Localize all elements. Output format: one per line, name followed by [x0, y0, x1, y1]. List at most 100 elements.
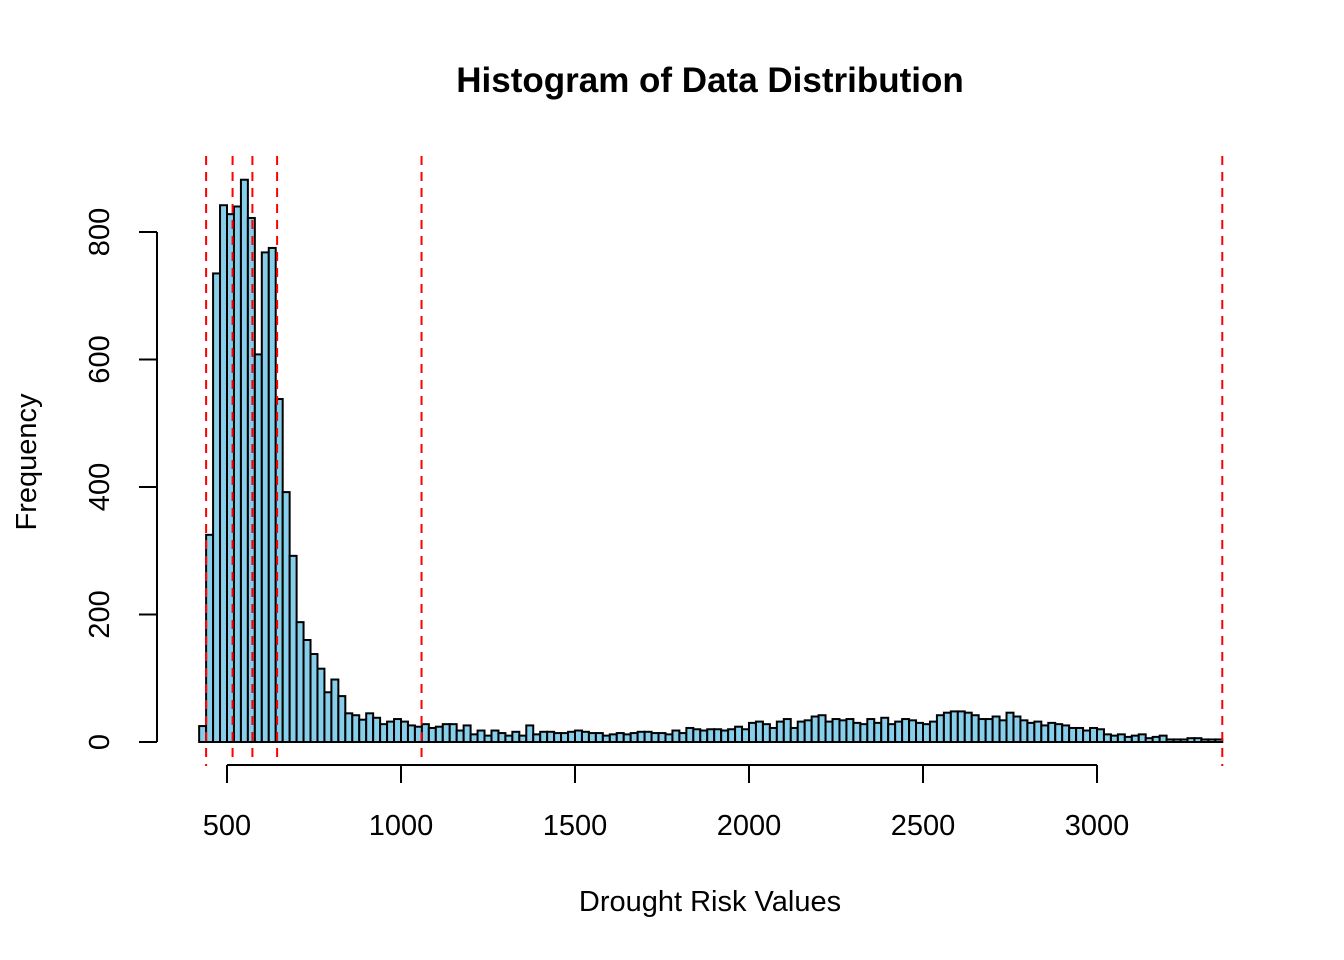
histogram-bar: [817, 714, 827, 743]
x-tick-label: 1000: [369, 810, 434, 842]
histogram-bar: [748, 721, 757, 743]
histogram-bar: [483, 734, 493, 743]
histogram-bar: [246, 216, 256, 744]
histogram-bar: [1200, 738, 1210, 744]
histogram-bar: [295, 621, 305, 744]
histogram-bar: [824, 720, 834, 743]
histogram-bar: [977, 718, 987, 743]
histogram-bar: [1026, 721, 1036, 743]
histogram-bar: [553, 732, 563, 744]
histogram-bar: [678, 732, 688, 744]
x-axis: 500 1000 1500 2000 2500 3000: [203, 764, 1129, 842]
histogram-bar: [671, 729, 681, 744]
histogram-bar: [1186, 737, 1196, 743]
histogram-bar: [587, 732, 597, 744]
histogram-bar: [567, 730, 576, 743]
histogram-bar: [894, 720, 904, 743]
histogram-bar: [1137, 733, 1147, 743]
histogram-bar: [657, 732, 667, 744]
histogram-bar: [845, 718, 855, 743]
histogram-bar: [1144, 737, 1154, 743]
histogram-bar: [351, 714, 361, 743]
histogram-bar: [601, 734, 611, 743]
histogram-bar: [685, 726, 695, 743]
histogram-bar: [302, 639, 312, 743]
histogram-bar: [782, 718, 792, 743]
histogram-bar: [462, 724, 472, 743]
histogram-bar: [720, 729, 730, 744]
histogram-bar: [998, 719, 1008, 744]
histogram-bar: [198, 725, 208, 743]
histogram-bar: [358, 718, 368, 743]
histogram-bar: [852, 721, 862, 743]
histogram-bar: [1165, 738, 1175, 744]
histogram-bar: [497, 732, 507, 744]
histogram-bar: [629, 732, 639, 744]
histogram-bar: [205, 533, 215, 743]
histogram-bar: [636, 730, 646, 743]
histogram-bar: [560, 732, 570, 744]
histogram-bar: [580, 730, 590, 743]
x-tick-label: 1500: [543, 810, 608, 842]
histogram-bar: [267, 246, 277, 743]
histogram-bar: [741, 728, 750, 743]
y-tick-label: 400: [84, 463, 116, 511]
y-tick-label: 600: [84, 335, 116, 383]
histogram-bar: [1068, 726, 1078, 743]
histogram-bar: [511, 730, 521, 743]
histogram-bar: [490, 729, 500, 744]
chart-title: Histogram of Data Distribution: [456, 61, 964, 100]
histogram-bar: [239, 178, 249, 744]
histogram-bar: [316, 667, 326, 743]
histogram-bar: [532, 733, 542, 743]
histogram-bar: [1082, 729, 1092, 744]
histogram-bar: [768, 726, 778, 743]
histogram-bar: [393, 718, 403, 743]
x-axis-label: Drought Risk Values: [579, 886, 841, 918]
histogram-bar: [699, 729, 709, 744]
histogram-bar: [406, 724, 416, 743]
y-axis-label: Frequency: [11, 393, 43, 531]
histogram-bar: [713, 728, 723, 743]
y-axis: 0 200 400 600 800: [84, 208, 158, 750]
histogram-bar: [1012, 715, 1022, 743]
histogram-bar: [594, 732, 604, 744]
histogram-bar: [372, 716, 382, 744]
x-tick-label: 2500: [891, 810, 956, 842]
histogram-bar: [386, 720, 396, 743]
histogram-bar: [643, 730, 653, 743]
histogram-bar: [922, 723, 931, 744]
histogram-bar: [1033, 720, 1043, 743]
histogram-bars: [198, 178, 1224, 744]
histogram-bar: [1075, 726, 1085, 743]
histogram-bar: [831, 718, 841, 743]
histogram-bar: [908, 719, 918, 744]
histogram-bar: [1179, 738, 1189, 744]
histogram-bar: [650, 732, 660, 744]
histogram-bar: [1102, 733, 1112, 743]
histogram-bar: [1054, 723, 1064, 744]
histogram-bar: [323, 691, 333, 744]
histogram-bar: [859, 723, 869, 744]
histogram-bar: [455, 729, 465, 744]
histogram-bar: [337, 695, 347, 743]
histogram-bar: [448, 723, 458, 744]
histogram-bar: [664, 733, 674, 743]
histogram-bar: [810, 715, 820, 743]
histogram-bar: [1005, 711, 1015, 743]
histogram-bar: [1109, 734, 1119, 743]
histogram-bar: [761, 723, 771, 744]
histogram-bar: [1130, 734, 1140, 743]
histogram-bar: [574, 729, 583, 744]
histogram-bar: [928, 720, 938, 743]
x-tick-label: 2000: [717, 810, 782, 842]
histogram-bar: [344, 712, 354, 743]
histogram-bar: [539, 730, 549, 743]
histogram-bar: [441, 723, 451, 744]
histogram-bar: [935, 714, 945, 743]
y-tick-label: 0: [84, 734, 116, 750]
histogram-bar: [288, 554, 298, 743]
histogram-bar: [1151, 735, 1161, 744]
histogram-bar: [219, 204, 228, 744]
histogram-bar: [608, 733, 618, 743]
